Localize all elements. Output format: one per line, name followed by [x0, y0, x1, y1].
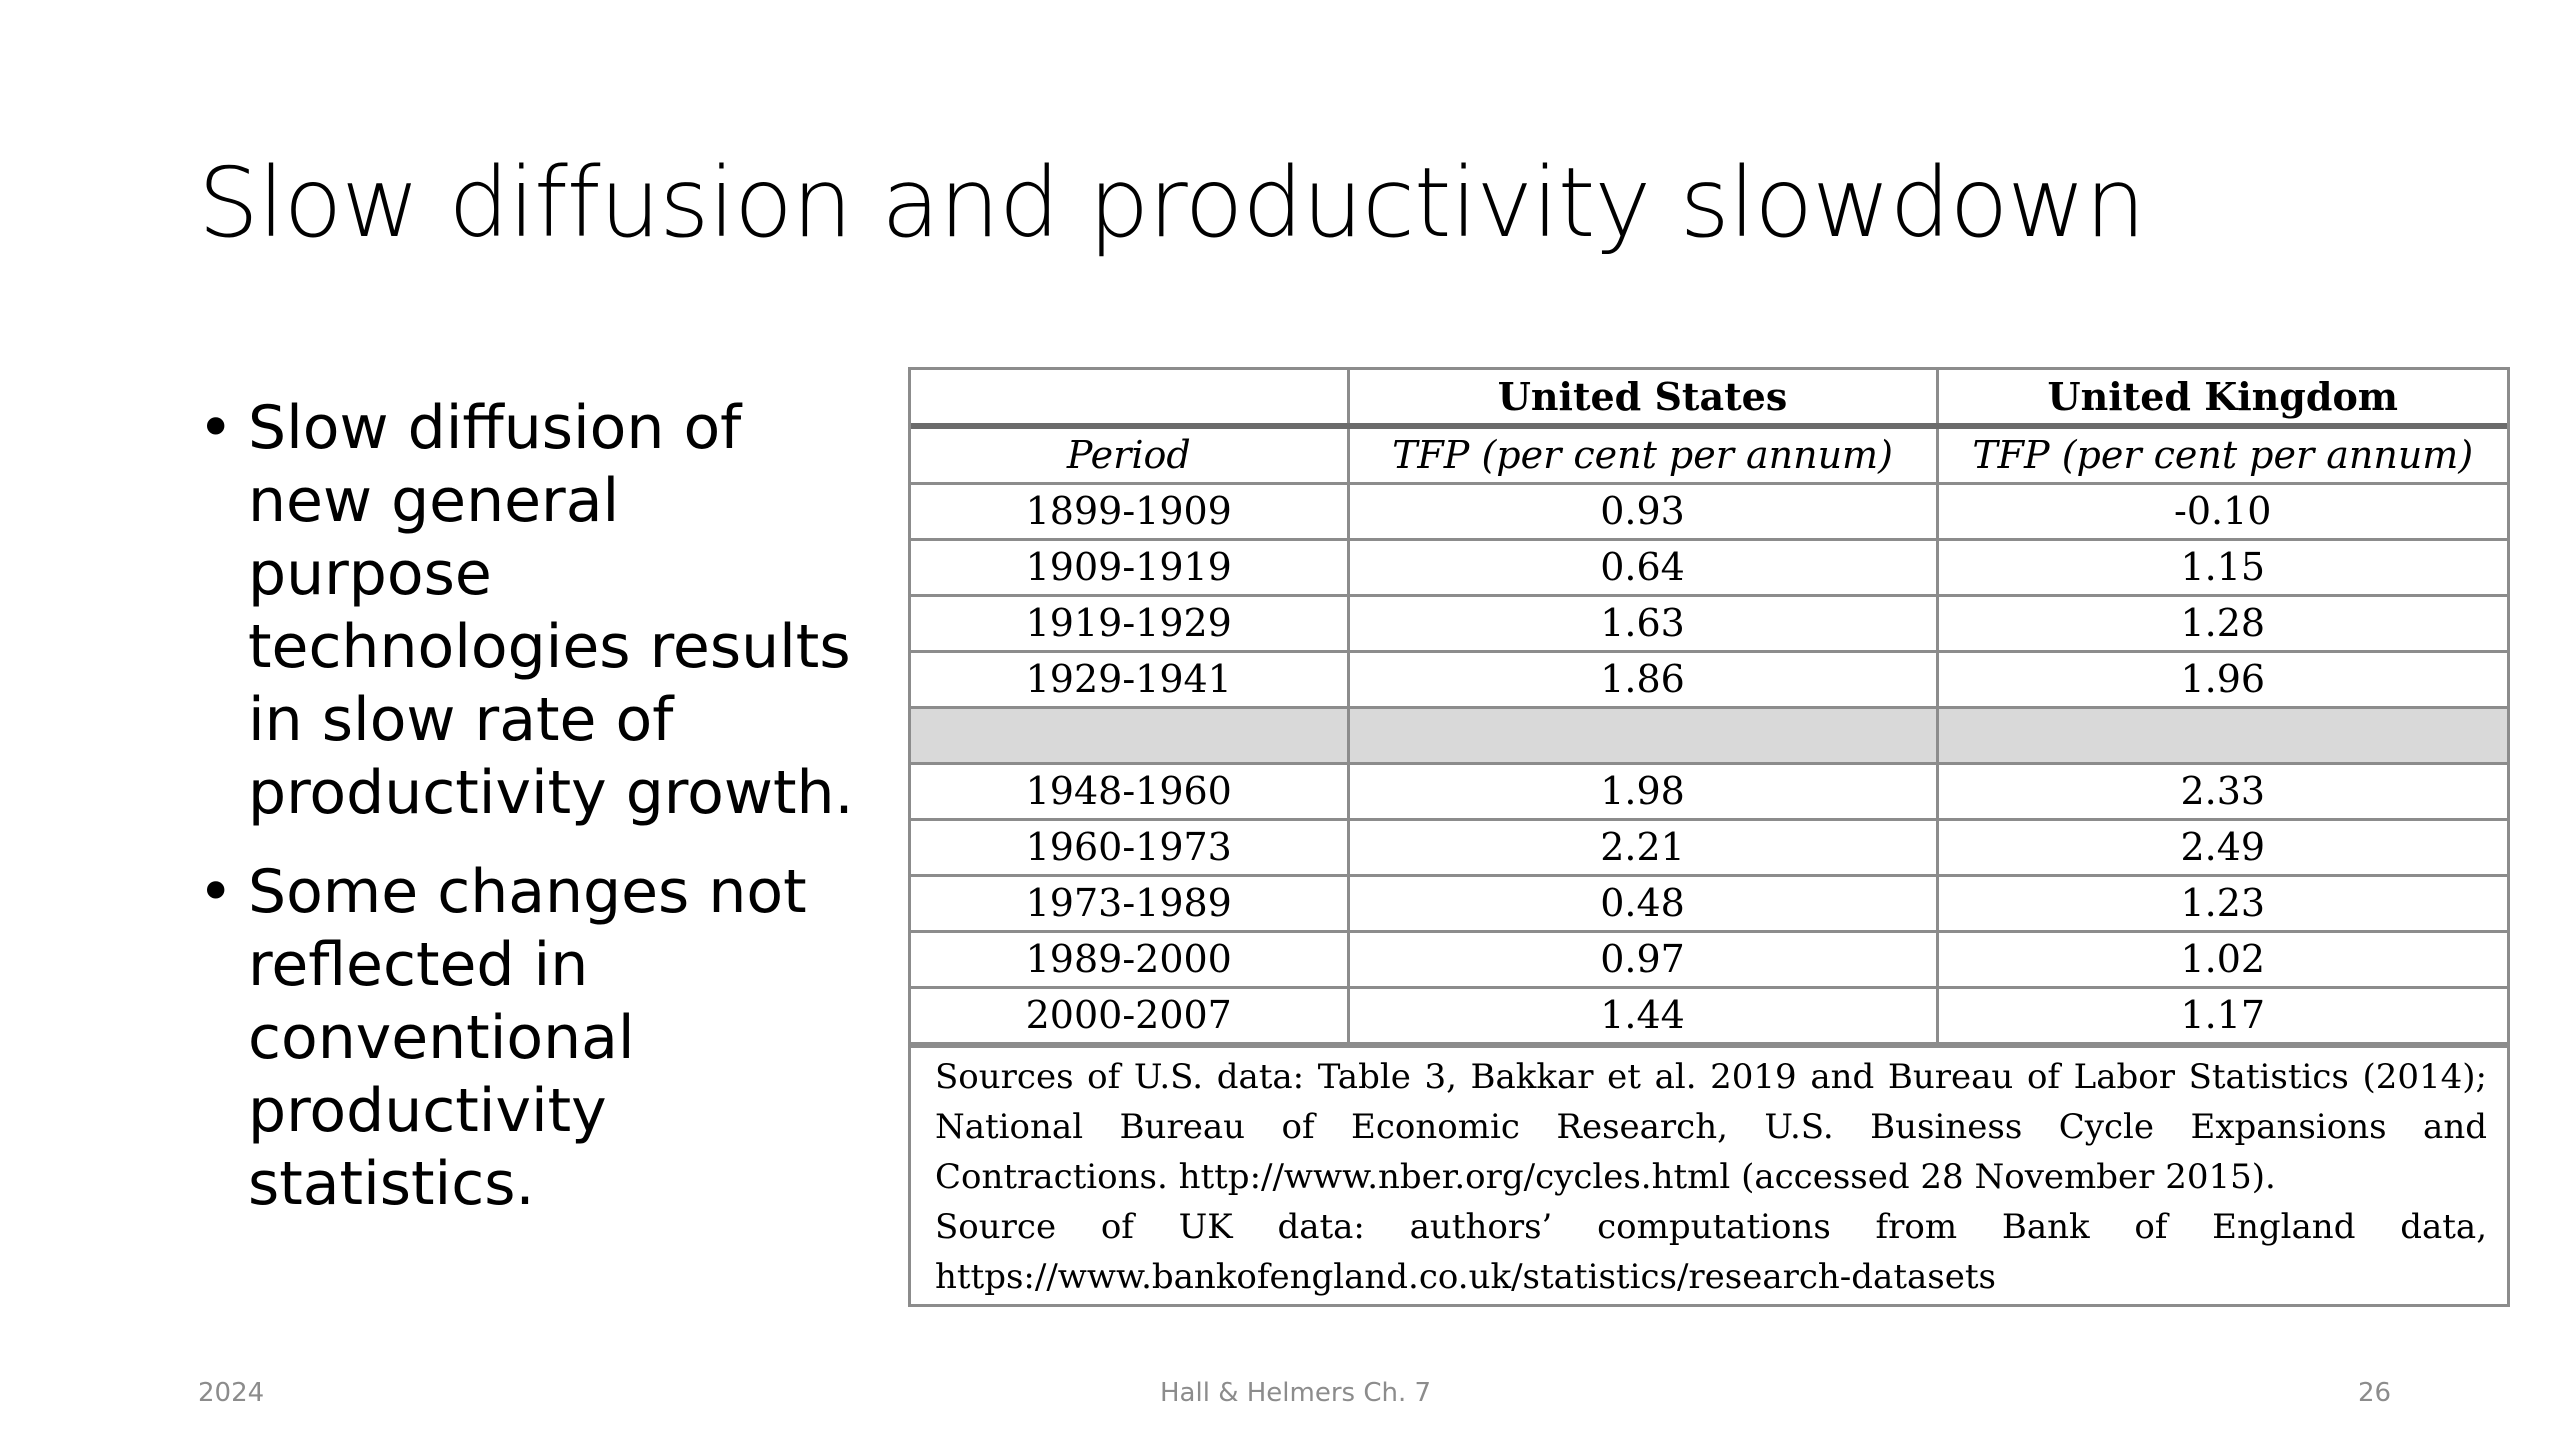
table-header-row: United States United Kingdom — [911, 370, 2507, 429]
table-row: 1899-1909 0.93 -0.10 — [911, 482, 2507, 541]
bullet-text: Some changes not reflected in convention… — [248, 857, 807, 1219]
us-value-cell: 1.86 — [1346, 650, 1939, 709]
table-row: 1919-1929 1.63 1.28 — [911, 594, 2507, 653]
table-row: 2000-2007 1.44 1.17 — [911, 986, 2507, 1045]
bullet-dot-icon: • — [198, 393, 234, 463]
table-row: 1948-1960 1.98 2.33 — [911, 762, 2507, 821]
table-subheader-row: Period TFP (per cent per annum) TFP (per… — [911, 424, 2507, 485]
uk-value-cell: 1.15 — [1935, 538, 2507, 597]
uk-value-cell: -0.10 — [1935, 482, 2507, 541]
uk-value-cell: 1.02 — [1935, 930, 2507, 989]
uk-value-cell: 2.49 — [1935, 818, 2507, 877]
us-value-cell: 0.48 — [1346, 874, 1939, 933]
footer-date: 2024 — [198, 1378, 265, 1408]
sources-uk-text: Source of UK data: authors’ computations… — [935, 1207, 2487, 1297]
us-value-cell: 0.93 — [1346, 482, 1939, 541]
uk-value-cell: 1.28 — [1935, 594, 2507, 653]
table-row: 1929-1941 1.86 1.96 — [911, 650, 2507, 709]
footer-source: Hall & Helmers Ch. 7 — [1160, 1378, 1432, 1408]
gap-cell — [1935, 706, 2507, 765]
period-cell: 1929-1941 — [911, 650, 1350, 709]
bullet-text: Slow diffusion of new general purpose te… — [248, 393, 854, 828]
uk-value-cell: 1.17 — [1935, 986, 2507, 1045]
header-cell-uk: United Kingdom — [1935, 370, 2507, 429]
period-cell: 1948-1960 — [911, 762, 1350, 821]
period-cell: 1973-1989 — [911, 874, 1350, 933]
header-cell — [911, 370, 1350, 429]
tfp-table-container: United States United Kingdom Period TFP … — [908, 367, 2510, 1307]
uk-value-cell: 1.23 — [1935, 874, 2507, 933]
bullet-list: • Slow diffusion of new general purpose … — [198, 392, 878, 1247]
table-row: 1989-2000 0.97 1.02 — [911, 930, 2507, 989]
us-value-cell: 0.64 — [1346, 538, 1939, 597]
header-cell-us: United States — [1346, 370, 1939, 429]
table-row: 1973-1989 0.48 1.23 — [911, 874, 2507, 933]
bullet-item: • Some changes not reflected in conventi… — [198, 856, 878, 1221]
period-cell: 1960-1973 — [911, 818, 1350, 877]
uk-value-cell: 2.33 — [1935, 762, 2507, 821]
us-value-cell: 1.98 — [1346, 762, 1939, 821]
table-sources-note: Sources of U.S. data: Table 3, Bakkar et… — [911, 1045, 2507, 1304]
uk-value-cell: 1.96 — [1935, 650, 2507, 709]
us-value-cell: 0.97 — [1346, 930, 1939, 989]
table-gap-row — [911, 706, 2507, 765]
us-value-cell: 1.63 — [1346, 594, 1939, 653]
us-value-cell: 2.21 — [1346, 818, 1939, 877]
bullet-item: • Slow diffusion of new general purpose … — [198, 392, 878, 830]
table-row: 1960-1973 2.21 2.49 — [911, 818, 2507, 877]
period-cell: 1989-2000 — [911, 930, 1350, 989]
period-cell: 1899-1909 — [911, 482, 1350, 541]
period-cell: 2000-2007 — [911, 986, 1350, 1045]
bullet-dot-icon: • — [198, 857, 234, 927]
period-cell: 1919-1929 — [911, 594, 1350, 653]
us-value-cell: 1.44 — [1346, 986, 1939, 1045]
table-row: 1909-1919 0.64 1.15 — [911, 538, 2507, 597]
slide-title: Slow diffusion and productivity slowdown — [198, 147, 2146, 259]
subheader-period: Period — [911, 424, 1350, 485]
subheader-uk-tfp: TFP (per cent per annum) — [1935, 424, 2507, 485]
tfp-table: United States United Kingdom Period TFP … — [911, 370, 2507, 1045]
gap-cell — [1346, 706, 1939, 765]
period-cell: 1909-1919 — [911, 538, 1350, 597]
gap-cell — [911, 706, 1350, 765]
subheader-us-tfp: TFP (per cent per annum) — [1346, 424, 1939, 485]
sources-us-text: Sources of U.S. data: Table 3, Bakkar et… — [935, 1057, 2487, 1197]
slide-number: 26 — [2358, 1378, 2392, 1408]
